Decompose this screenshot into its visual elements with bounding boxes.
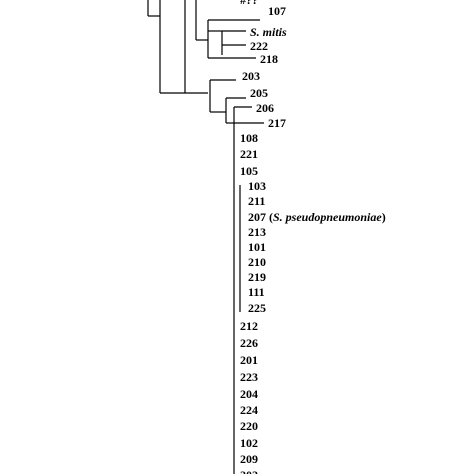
tip-label: 206 bbox=[256, 101, 274, 115]
tip-label: 103 bbox=[248, 179, 266, 193]
tip-label: 220 bbox=[240, 419, 258, 433]
tip-label: 201 bbox=[240, 353, 258, 367]
tip-label: 222 bbox=[250, 39, 268, 53]
tip-labels: #?? 107 S. mitis 222 218 203 205 206 217… bbox=[240, 0, 386, 474]
tip-label: 107 bbox=[268, 4, 286, 18]
tip-label: 218 bbox=[260, 52, 278, 66]
tip-label: 212 bbox=[240, 319, 258, 333]
tip-label: 102 bbox=[240, 436, 258, 450]
tip-label: 221 bbox=[240, 147, 258, 161]
tip-label: 217 bbox=[268, 116, 286, 130]
tip-label: 213 bbox=[248, 225, 266, 239]
tip-label: 224 bbox=[240, 403, 258, 417]
tip-label: 203 bbox=[242, 69, 260, 83]
tip-label: 209 bbox=[240, 452, 258, 466]
tip-label: 202 bbox=[240, 468, 258, 474]
tip-label: 205 bbox=[250, 86, 268, 100]
tip-label: 207 (S. pseudopneumoniae) bbox=[248, 210, 386, 224]
tip-label: S. mitis bbox=[250, 25, 287, 39]
tip-label-partial: #?? bbox=[240, 0, 258, 7]
tip-label: 101 bbox=[248, 240, 266, 254]
upper-branches bbox=[147, 0, 264, 474]
tip-label: 226 bbox=[240, 336, 258, 350]
tip-label: 108 bbox=[240, 131, 258, 145]
tip-label: 105 bbox=[240, 164, 258, 178]
tip-label: 219 bbox=[248, 270, 266, 284]
tip-label: 225 bbox=[248, 301, 266, 315]
tip-label: 210 bbox=[248, 255, 266, 269]
tip-label: 223 bbox=[240, 370, 258, 384]
tip-label: 211 bbox=[248, 194, 265, 208]
tip-label: 204 bbox=[240, 387, 258, 401]
tip-label: 111 bbox=[248, 285, 265, 299]
